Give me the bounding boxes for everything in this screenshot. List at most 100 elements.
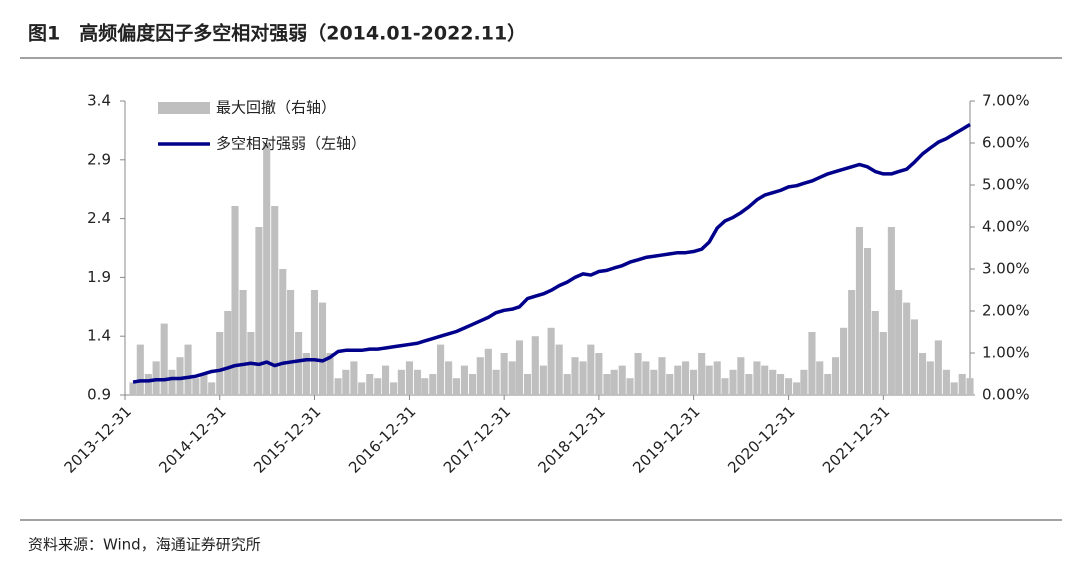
drawdown-bar <box>910 319 919 395</box>
drawdown-bar <box>950 382 958 395</box>
drawdown-bar <box>231 206 239 395</box>
drawdown-bar <box>366 374 374 395</box>
x-tick-label: 2014-12-31 <box>155 402 229 476</box>
y2-tick-label: 7.00% <box>982 92 1030 110</box>
y-tick-label: 2.9 <box>87 150 111 168</box>
x-tick-label: 2021-12-31 <box>819 402 893 476</box>
drawdown-bar <box>942 369 950 395</box>
drawdown-bar <box>287 290 295 395</box>
drawdown-bar <box>547 327 555 395</box>
drawdown-bar <box>666 374 674 395</box>
x-tick-label: 2020-12-31 <box>724 402 798 476</box>
drawdown-bar <box>785 378 793 395</box>
drawdown-bar <box>603 374 611 395</box>
drawdown-bar <box>492 369 500 395</box>
x-tick-label: 2016-12-31 <box>345 402 419 476</box>
legend-swatch <box>158 102 210 114</box>
legend-label: 多空相对强弱（左轴） <box>216 135 366 153</box>
drawdown-bar <box>674 365 682 395</box>
y2-tick-label: 5.00% <box>982 176 1030 194</box>
drawdown-bar <box>445 361 453 395</box>
drawdown-bar <box>761 365 769 395</box>
drawdown-bar <box>642 361 650 395</box>
drawdown-bar <box>390 382 398 395</box>
drawdown-bar <box>295 332 303 395</box>
drawdown-bar <box>160 323 168 395</box>
drawdown-bar <box>840 327 848 395</box>
drawdown-bar <box>342 369 350 395</box>
drawdown-bar <box>539 365 547 395</box>
x-tick-label: 2018-12-31 <box>535 402 609 476</box>
drawdown-bar <box>658 357 666 395</box>
x-tick-label: 2013-12-31 <box>61 402 135 476</box>
drawdown-bar <box>587 344 595 395</box>
drawdown-bar <box>808 332 816 395</box>
drawdown-bar <box>500 353 508 395</box>
drawdown-bar <box>713 361 721 395</box>
drawdown-bar <box>334 378 342 395</box>
drawdown-bar <box>129 382 137 395</box>
drawdown-bar <box>626 378 634 395</box>
drawdown-bar <box>816 361 824 395</box>
drawdown-bar <box>144 374 152 395</box>
drawdown-bar <box>263 143 271 395</box>
drawdown-bar <box>769 369 777 395</box>
source: 资料来源：Wind，海通证券研究所 <box>28 536 261 554</box>
drawdown-bar <box>515 340 524 395</box>
drawdown-bar <box>429 374 437 395</box>
drawdown-bar <box>350 361 358 395</box>
drawdown-bar <box>279 269 287 395</box>
drawdown-bar <box>800 369 808 395</box>
drawdown-bar <box>358 382 366 395</box>
drawdown-bar <box>571 357 579 395</box>
drawdown-bar <box>926 361 934 395</box>
chart-title: 图1 高频偏度因子多空相对强弱（2014.01-2022.11） <box>28 22 526 45</box>
drawdown-bar <box>887 227 895 395</box>
drawdown-bar <box>476 357 484 395</box>
drawdown-bar <box>934 340 942 395</box>
drawdown-bar <box>168 369 176 395</box>
drawdown-bar <box>682 361 690 395</box>
drawdown-bar <box>523 374 532 395</box>
drawdown-bar <box>895 290 903 395</box>
y2-tick-label: 1.00% <box>982 344 1030 362</box>
drawdown-bar <box>753 361 761 395</box>
drawdown-bar <box>918 353 927 395</box>
y2-tick-label: 0.00% <box>982 386 1030 404</box>
drawdown-bar <box>200 374 208 395</box>
drawdown-bar <box>508 361 516 395</box>
drawdown-bar <box>832 357 840 395</box>
drawdown-bar <box>136 344 144 395</box>
y2-tick-label: 2.00% <box>982 302 1030 320</box>
drawdown-bar <box>855 227 863 395</box>
drawdown-bar <box>239 290 247 395</box>
drawdown-bar <box>468 374 477 395</box>
drawdown-bar <box>848 290 856 395</box>
drawdown-bar <box>192 378 200 395</box>
drawdown-bar <box>745 374 753 395</box>
drawdown-bar <box>374 378 382 395</box>
y-tick-label: 2.4 <box>87 209 111 227</box>
drawdown-bar <box>737 357 745 395</box>
x-tick-label: 2019-12-31 <box>629 402 703 476</box>
y2-tick-label: 4.00% <box>982 218 1030 236</box>
drawdown-bar <box>326 353 334 395</box>
drawdown-bar <box>224 311 232 395</box>
y2-tick-label: 6.00% <box>982 134 1030 152</box>
y-tick-label: 0.9 <box>87 386 111 404</box>
drawdown-bar <box>397 369 405 395</box>
drawdown-bar <box>698 353 706 395</box>
drawdown-bar <box>721 378 729 395</box>
drawdown-bar <box>903 302 911 395</box>
drawdown-bar <box>555 344 563 395</box>
legend-label: 最大回撤（右轴） <box>216 99 336 117</box>
drawdown-bar <box>460 365 469 395</box>
drawdown-bar <box>310 290 319 395</box>
x-tick-label: 2017-12-31 <box>440 402 514 476</box>
drawdown-bar <box>452 378 460 395</box>
drawdown-bar <box>271 206 279 395</box>
x-tick-label: 2015-12-31 <box>250 402 324 476</box>
drawdown-bar <box>413 369 422 395</box>
drawdown-bar <box>405 361 413 395</box>
drawdown-bar <box>958 374 966 395</box>
